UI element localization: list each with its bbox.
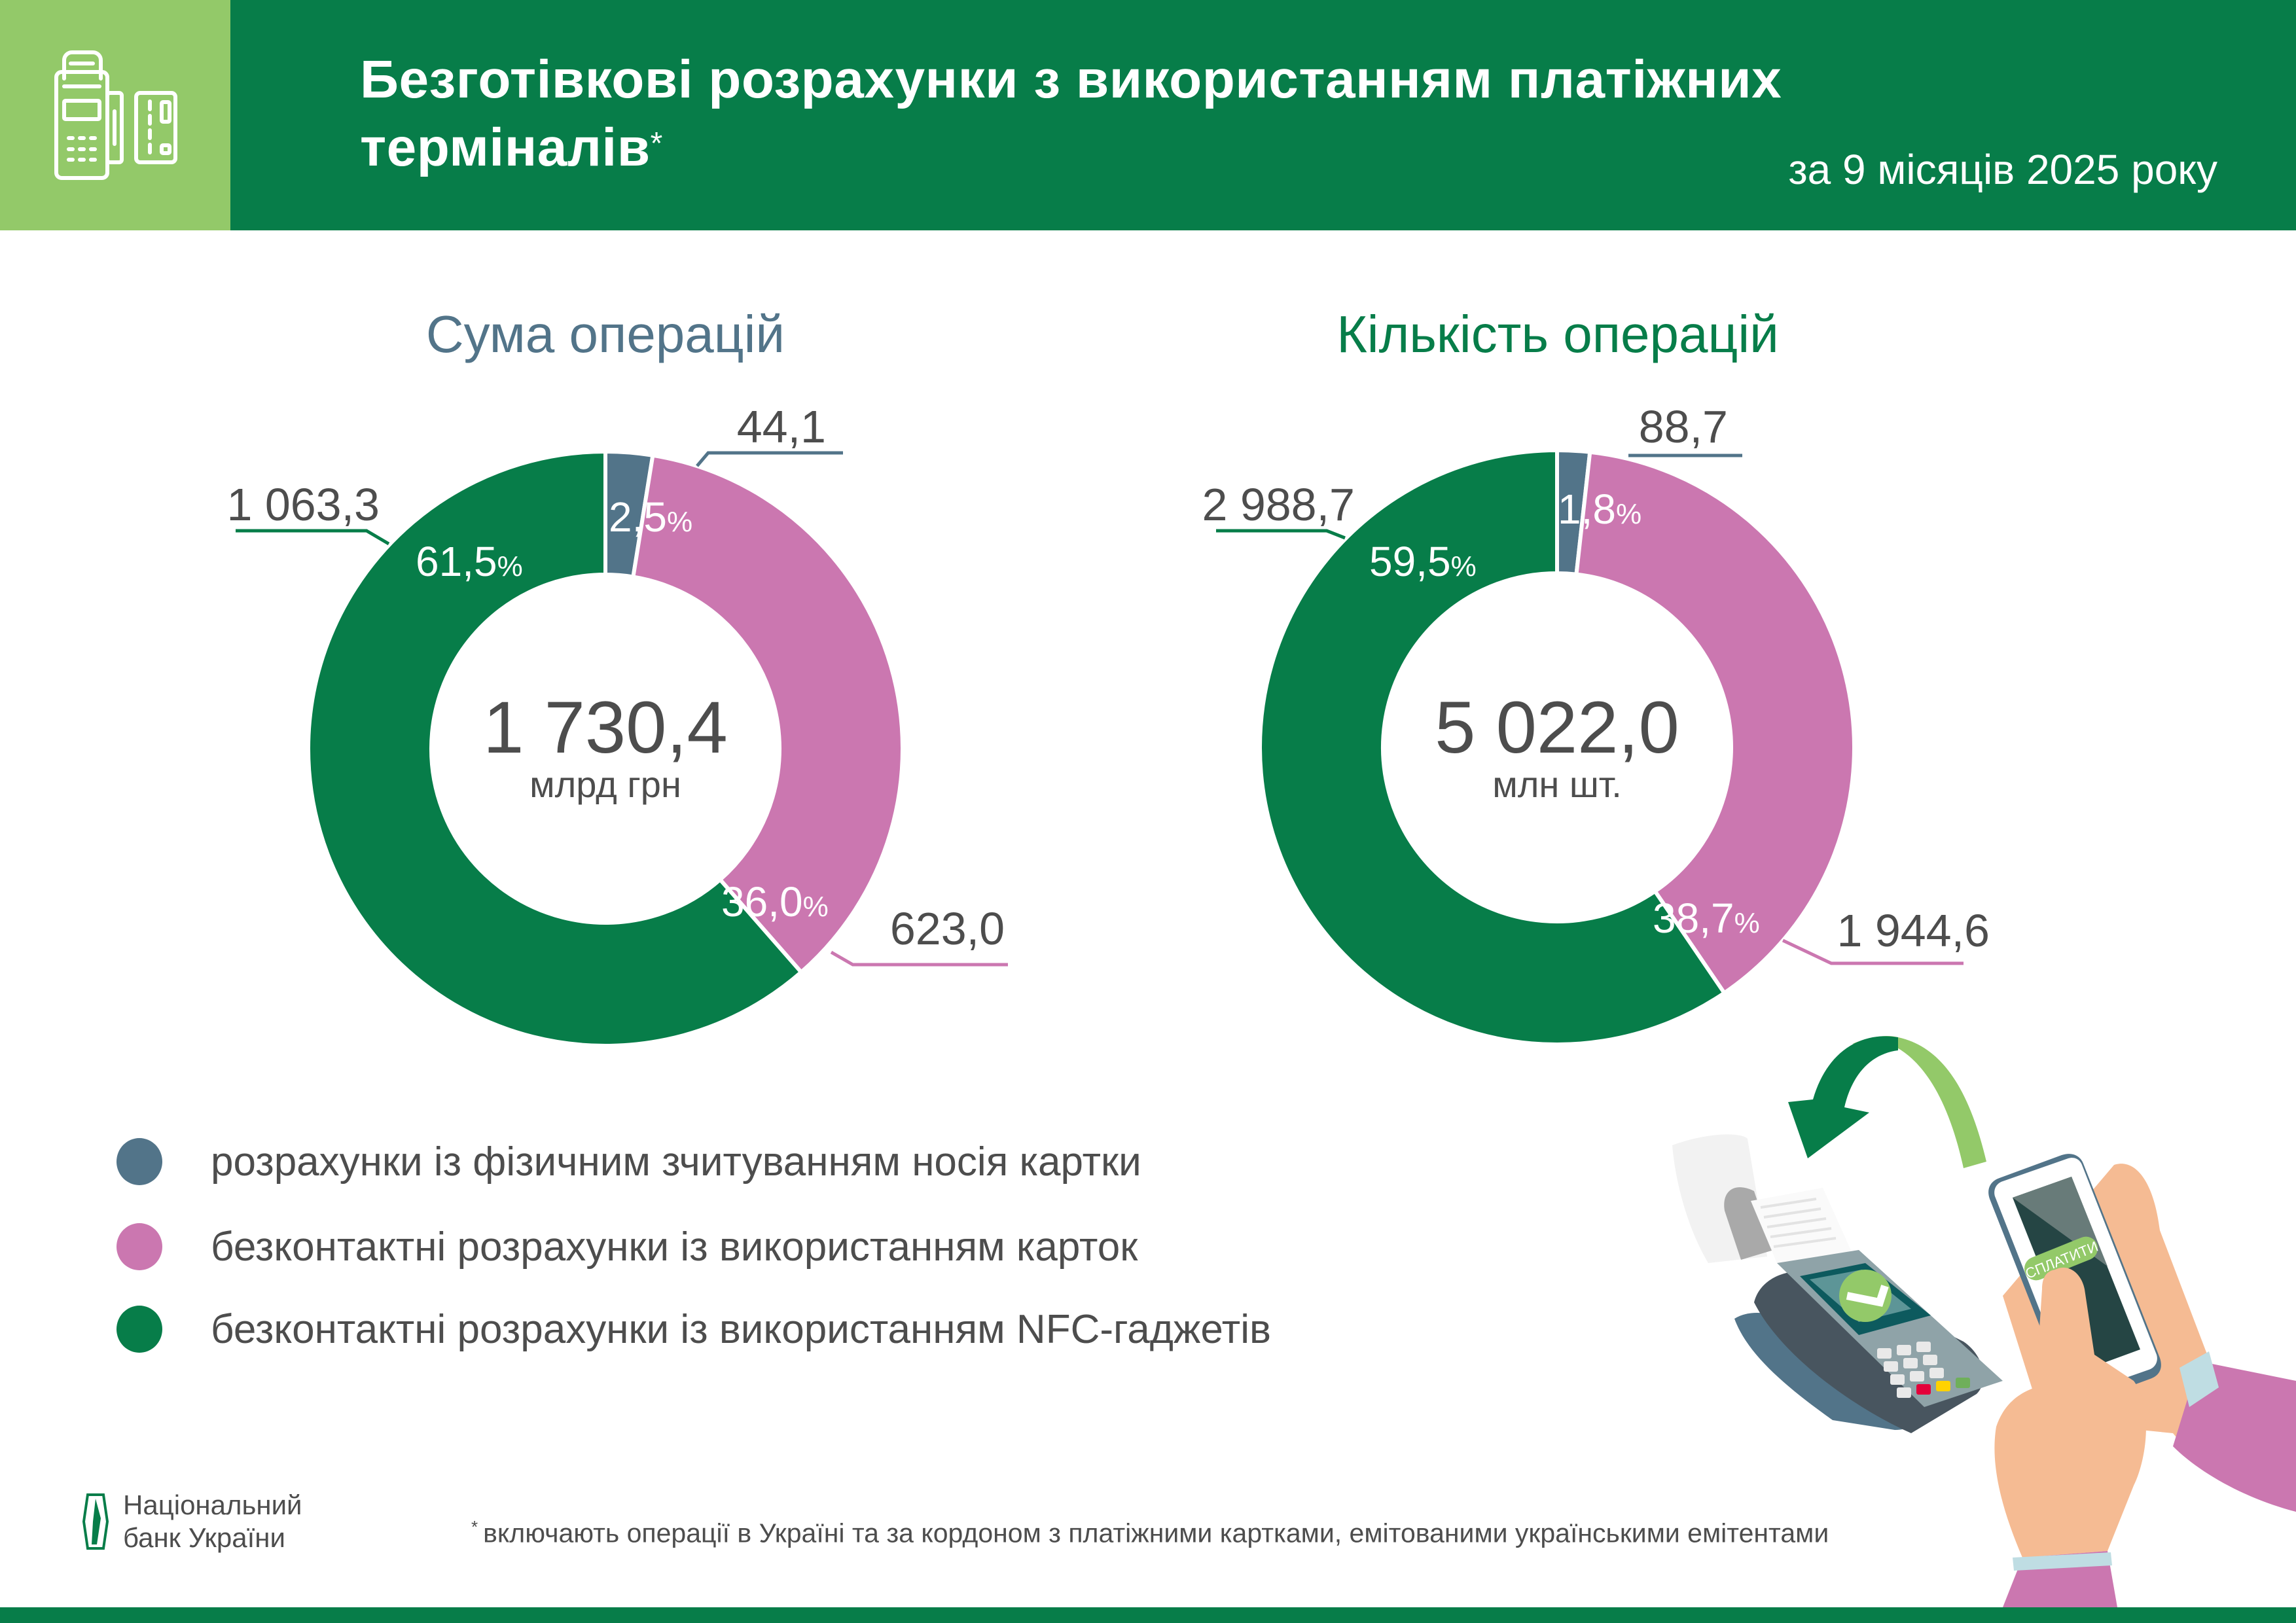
value-label-physical: 44,1 xyxy=(737,401,826,452)
chart-title-count: Кількість операцій xyxy=(1336,305,1779,363)
pct-label-nfc: 59,5% xyxy=(1369,538,1477,585)
value-label-contactless-card: 623,0 xyxy=(890,903,1005,954)
legend-swatch-physical xyxy=(117,1138,162,1185)
logo-line-1: Національний xyxy=(123,1489,302,1520)
bottom-bar xyxy=(0,1607,2296,1623)
legend-item-nfc: безконтактні розрахунки із використанням… xyxy=(117,1300,1426,1359)
donut-segment-contactless-card[interactable] xyxy=(630,453,905,975)
leader-line-contactless-card xyxy=(830,950,1008,967)
legend-label: безконтактні розрахунки із використанням… xyxy=(211,1224,1138,1270)
pos-terminal-and-card-icon xyxy=(54,50,177,180)
pct-label-physical: 1,8% xyxy=(1558,486,1641,533)
center-total-count: 5 022,0 xyxy=(1435,687,1679,768)
value-label-contactless-card: 1 944,6 xyxy=(1837,905,1990,956)
chart-title-sum: Сума операцій xyxy=(425,305,785,363)
footnote-text: включають операції в Україні та за кордо… xyxy=(483,1518,1829,1548)
header-banner: Безготівкові розрахунки з використанням … xyxy=(0,0,2296,230)
leader-line-physical xyxy=(696,451,843,467)
donut-segment-contactless-card[interactable] xyxy=(1574,450,1856,996)
leader-line-contactless-card xyxy=(1782,938,1964,965)
header-icon-box xyxy=(0,0,230,230)
footnote-mark: * xyxy=(471,1517,478,1537)
footnote: * включають операції в Україні та за корд… xyxy=(471,1517,1829,1549)
value-label-nfc: 2 988,7 xyxy=(1202,479,1355,530)
title-footnote-mark: * xyxy=(650,126,663,161)
center-unit-sum: млрд грн xyxy=(529,764,681,805)
donut-chart-count: 88,7 1 944,6 2 988,7 1,8% 38,7% 59,5% 5 … xyxy=(1202,401,1990,1046)
title-line-2: терміналів xyxy=(360,118,651,177)
legend-label: безконтактні розрахунки із використанням… xyxy=(211,1306,1271,1352)
pct-label-contactless-card: 36,0% xyxy=(721,878,829,925)
curved-arrow-icon xyxy=(1788,1036,1986,1168)
center-total-sum: 1 730,4 xyxy=(483,687,728,768)
receipt-icon xyxy=(1672,1134,1852,1263)
leader-line-nfc xyxy=(236,529,390,546)
value-label-physical: 88,7 xyxy=(1639,401,1728,452)
legend-item-contactless-card: безконтактні розрахунки із використанням… xyxy=(117,1217,1426,1276)
pos-terminal-icon xyxy=(1734,1250,2003,1433)
nfc-payment-illustration: СПЛАТИТИ xyxy=(1672,1036,2296,1607)
legend-label: розрахунки із фізичним зчитуванням носія… xyxy=(211,1139,1141,1185)
pct-label-contactless-card: 38,7% xyxy=(1653,895,1760,942)
donut-chart-sum: 44,1 623,0 1 063,3 2,5% 36,0% 61,5% 1 73… xyxy=(226,401,1008,1048)
nbu-logo-icon xyxy=(82,1493,109,1550)
pct-label-physical: 2,5% xyxy=(609,493,692,541)
legend-swatch-nfc xyxy=(117,1306,162,1353)
legend-swatch-contactless-card xyxy=(117,1223,162,1270)
page-title: Безготівкові розрахунки з використанням … xyxy=(360,46,2062,182)
nbu-logo: Національний банк України xyxy=(82,1489,302,1554)
pointing-hand-icon xyxy=(1994,1267,2146,1607)
leader-line-nfc xyxy=(1216,529,1346,540)
legend-item-physical: розрахунки із фізичним зчитуванням носія… xyxy=(117,1132,1426,1191)
pct-label-nfc: 61,5% xyxy=(416,538,523,585)
donut-segment-nfc[interactable] xyxy=(1258,448,1727,1046)
value-label-nfc: 1 063,3 xyxy=(226,479,380,530)
logo-line-2: банк України xyxy=(123,1522,285,1553)
title-line-1: Безготівкові розрахунки з використанням … xyxy=(360,50,1782,109)
period-label: за 9 місяців 2025 року xyxy=(1788,146,2217,193)
center-unit-count: млн шт. xyxy=(1492,764,1622,805)
donut-segment-nfc[interactable] xyxy=(306,449,804,1048)
